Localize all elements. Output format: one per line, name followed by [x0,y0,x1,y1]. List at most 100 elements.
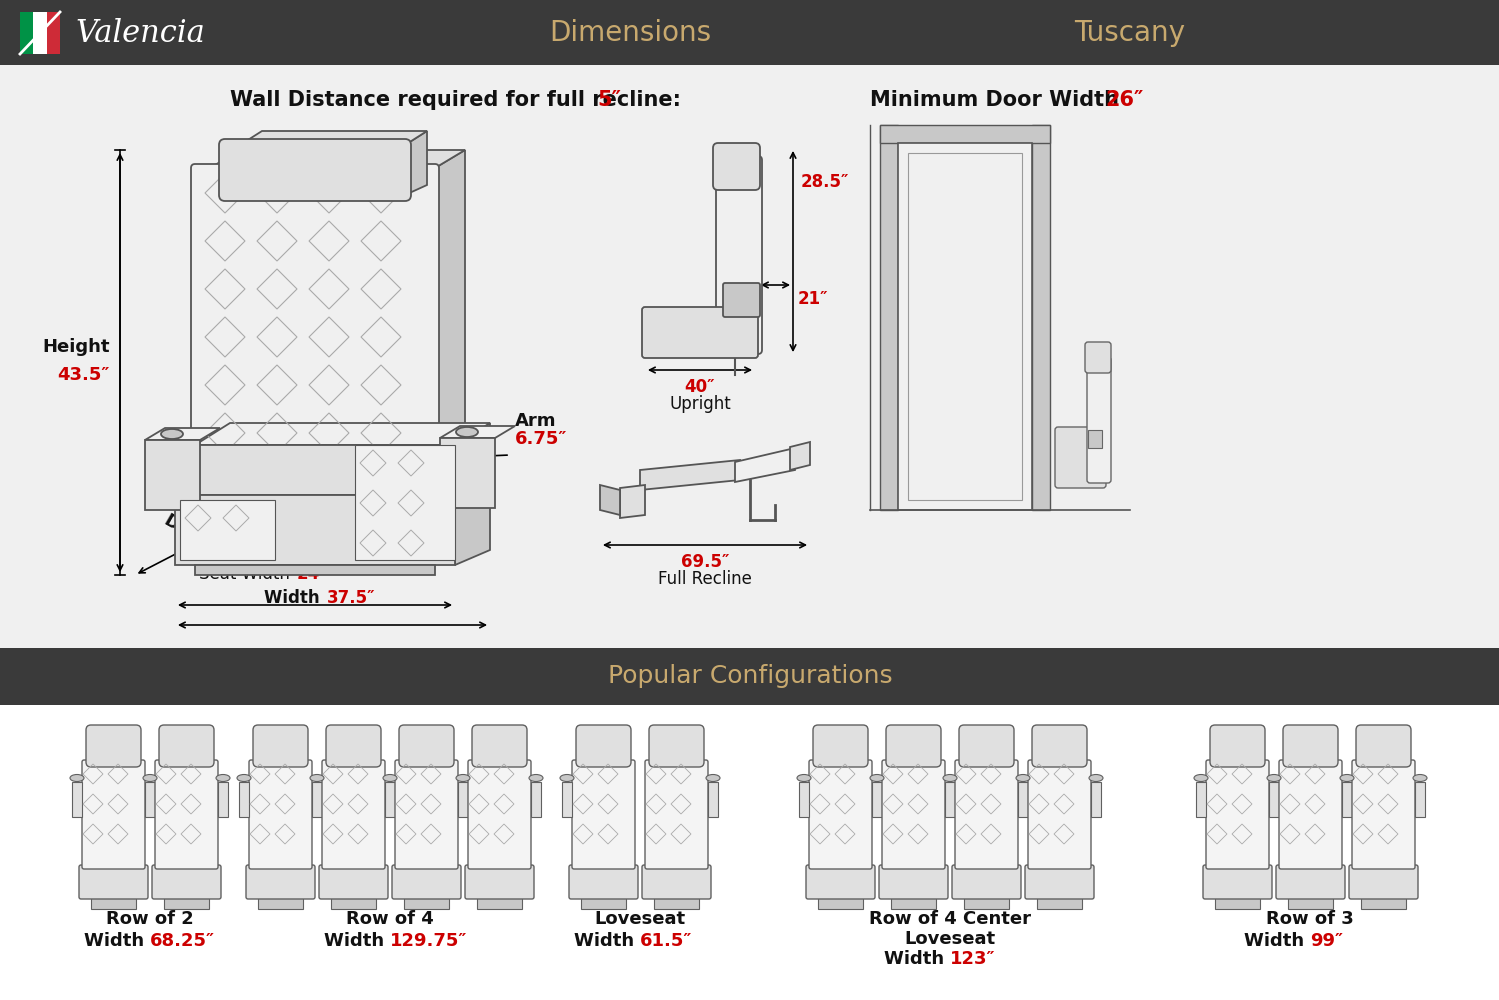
Bar [175,495,456,565]
Bar [908,153,1022,500]
FancyBboxPatch shape [1357,725,1411,767]
Text: Loveseat: Loveseat [904,930,995,948]
Text: 37.5″: 37.5″ [327,589,376,607]
Ellipse shape [142,774,157,782]
Bar [799,782,809,817]
Text: Wall Distance required for full recline:: Wall Distance required for full recline: [229,90,688,110]
FancyBboxPatch shape [714,143,760,190]
Text: 99″: 99″ [1310,932,1343,950]
FancyBboxPatch shape [79,865,148,899]
Text: 43.5″: 43.5″ [57,365,109,383]
FancyBboxPatch shape [645,760,708,869]
Bar [46,12,60,54]
Bar [890,897,935,909]
FancyBboxPatch shape [570,865,639,899]
Bar [1031,125,1049,510]
Bar [1415,782,1426,817]
Bar [1018,782,1028,817]
FancyBboxPatch shape [468,760,531,869]
Text: Width: Width [574,932,640,950]
Bar [944,782,955,817]
Bar [0,0,1499,65]
Bar [331,897,376,909]
Polygon shape [735,448,794,482]
Bar [1037,897,1082,909]
FancyBboxPatch shape [159,725,214,767]
Bar [1270,782,1279,817]
FancyBboxPatch shape [649,725,705,767]
Bar [459,782,468,817]
Bar [654,897,699,909]
Polygon shape [405,131,427,195]
Text: Popular Configurations: Popular Configurations [607,664,892,688]
Bar [258,897,303,909]
Ellipse shape [70,774,84,782]
Text: Dimensions: Dimensions [549,19,711,47]
Text: 40″: 40″ [174,542,211,574]
FancyBboxPatch shape [1352,760,1415,869]
Polygon shape [210,150,465,168]
Text: Height: Height [42,338,109,357]
Text: Full Recline: Full Recline [658,570,752,588]
FancyBboxPatch shape [1276,865,1345,899]
Bar [145,440,199,510]
Ellipse shape [1016,774,1030,782]
FancyBboxPatch shape [82,760,145,869]
Ellipse shape [384,774,397,782]
FancyBboxPatch shape [319,865,388,899]
Bar [708,782,718,817]
Text: 68.25″: 68.25″ [150,932,214,950]
Bar [405,897,450,909]
Text: Depth: Depth [160,512,223,558]
Bar [91,897,136,909]
FancyBboxPatch shape [151,865,220,899]
Ellipse shape [1195,774,1208,782]
Text: Row of 4 Center: Row of 4 Center [869,910,1031,928]
Bar [355,445,456,560]
FancyBboxPatch shape [1349,865,1418,899]
FancyBboxPatch shape [465,865,534,899]
FancyBboxPatch shape [393,865,462,899]
FancyBboxPatch shape [881,760,944,869]
Text: 69.5″: 69.5″ [681,553,729,571]
Polygon shape [600,485,621,515]
Bar [1288,897,1333,909]
Ellipse shape [310,774,324,782]
Polygon shape [790,442,809,470]
Text: Row of 4: Row of 4 [346,910,433,928]
Bar [1342,782,1352,817]
Bar [0,65,1499,650]
Ellipse shape [1340,774,1354,782]
FancyBboxPatch shape [1087,357,1111,483]
Ellipse shape [943,774,956,782]
Text: Width: Width [264,589,325,607]
Bar [1196,782,1207,817]
Text: Arm: Arm [516,412,556,430]
Text: Loveseat: Loveseat [595,910,685,928]
FancyBboxPatch shape [249,760,312,869]
Bar [562,782,573,817]
Bar [872,782,881,817]
FancyBboxPatch shape [576,725,631,767]
Ellipse shape [1088,774,1103,782]
Bar [1361,897,1406,909]
FancyBboxPatch shape [253,725,307,767]
Bar [238,782,249,817]
Ellipse shape [216,774,229,782]
Polygon shape [441,426,516,438]
Text: Width: Width [84,932,150,950]
FancyBboxPatch shape [952,865,1021,899]
Text: 26″: 26″ [1105,90,1144,110]
FancyBboxPatch shape [959,725,1013,767]
Bar [898,143,1031,510]
Bar [180,500,274,560]
Text: Row of 2: Row of 2 [106,910,193,928]
Text: Width: Width [883,950,950,968]
Text: 21″: 21″ [797,290,829,308]
Text: Seat Width: Seat Width [199,565,295,583]
Polygon shape [145,428,220,440]
FancyBboxPatch shape [472,725,528,767]
Text: Row of 3: Row of 3 [1267,910,1354,928]
Bar [1216,897,1261,909]
FancyBboxPatch shape [190,164,439,474]
